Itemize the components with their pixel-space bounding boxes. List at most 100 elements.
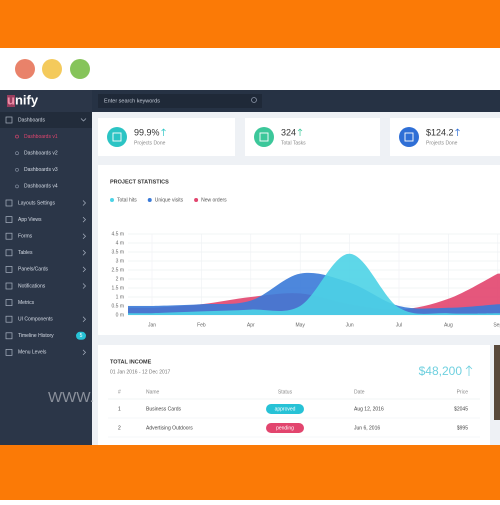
x-tick-label: Sep <box>493 322 500 328</box>
legend-label: Total hits <box>117 197 137 203</box>
search-box[interactable] <box>98 94 262 108</box>
table-header: Date <box>354 389 365 395</box>
menu-item[interactable]: Dashboards v3 <box>24 167 58 173</box>
table-header: Status <box>278 389 293 395</box>
chevron <box>82 283 86 289</box>
menu-item[interactable]: Panels/Cards <box>18 267 49 273</box>
window-dot[interactable] <box>15 59 35 79</box>
status-text: pending <box>276 425 294 431</box>
menu-icon <box>5 116 13 124</box>
table-cell: 2 <box>118 425 121 431</box>
menu-item[interactable]: Layouts Settings <box>18 200 55 206</box>
y-tick-label: 4 m <box>116 240 124 246</box>
table-header: # <box>118 389 121 395</box>
menu-icon <box>5 216 13 223</box>
menu-item[interactable]: Tables <box>18 250 33 256</box>
menu-item[interactable]: Dashboards v1 <box>24 134 58 140</box>
up-arrow <box>455 128 460 136</box>
legend-label: Unique visits <box>155 197 184 203</box>
x-tick-label: Jun <box>346 322 354 328</box>
stat-label: Total Tasks <box>281 140 306 146</box>
income-date-range: 01 Jan 2016 - 12 Dec 2017 <box>110 369 171 375</box>
chevron <box>82 349 86 356</box>
y-tick-label: 1.5 m <box>111 285 124 291</box>
legend-swatch <box>194 198 199 202</box>
y-tick-label: 2 m <box>116 276 124 282</box>
menu-item[interactable]: Notifications <box>18 283 46 289</box>
menu-icon <box>5 332 13 340</box>
window-dot[interactable] <box>70 59 90 79</box>
search-placeholder: Enter search keywords <box>104 98 160 104</box>
stat-icon-glyph <box>112 132 122 142</box>
legend-swatch <box>147 198 152 202</box>
chevron <box>82 233 86 239</box>
table-cell: $2045 <box>454 406 468 412</box>
menu-item[interactable]: Timeline History <box>18 333 54 339</box>
menu-item[interactable]: Metrics <box>18 300 35 306</box>
status-pill <box>266 423 304 433</box>
chevron <box>82 250 86 256</box>
legend-label: New orders <box>201 197 227 203</box>
sidebar <box>0 90 92 445</box>
menu-bullet <box>15 168 19 172</box>
up-arrow <box>161 128 166 136</box>
chevron <box>82 266 86 273</box>
stat-icon-glyph <box>259 132 269 142</box>
badge <box>76 331 86 340</box>
table-header: Name <box>146 389 160 395</box>
menu-item[interactable]: Dashboards v4 <box>24 184 58 190</box>
menu-item[interactable]: Menu Levels <box>18 350 47 356</box>
up-arrow <box>465 365 473 376</box>
up-arrow <box>297 128 303 136</box>
menu-item[interactable]: App Views <box>18 217 42 223</box>
menu-icon <box>5 199 13 207</box>
y-tick-label: 4.5 m <box>111 231 124 237</box>
x-tick-label: Jul <box>396 322 402 328</box>
menu-item[interactable]: UI Components <box>18 317 53 323</box>
area <box>128 253 500 315</box>
menu-icon <box>5 232 13 240</box>
menu-icon <box>5 249 13 257</box>
status-pill <box>266 404 304 414</box>
stat-icon <box>107 127 127 147</box>
income-total: $48,200 <box>419 364 463 378</box>
x-tick-label: Feb <box>197 322 206 328</box>
chevron <box>80 118 87 122</box>
search-icon[interactable] <box>251 97 257 103</box>
y-tick-label: 1 m <box>116 294 124 300</box>
menu-item[interactable]: Dashboards v2 <box>24 151 58 157</box>
menu-bullet <box>15 184 19 189</box>
menu-icon <box>5 315 13 323</box>
y-tick-label: 0.5 m <box>111 303 124 309</box>
menu-icon <box>5 266 13 273</box>
stat-icon <box>254 127 274 147</box>
menu-bullet <box>15 151 19 155</box>
logo-accent <box>7 95 15 107</box>
badge-text: 5 <box>80 333 83 339</box>
table-header: Price <box>457 389 469 395</box>
menu-icon <box>5 282 13 290</box>
table-cell: Advertising Outdoors <box>146 425 193 431</box>
stat-label: Projects Done <box>426 140 458 146</box>
y-tick-label: 3.5 m <box>111 249 124 255</box>
menu-item[interactable]: Dashboards <box>18 117 45 123</box>
table-cell: Jun 6, 2016 <box>354 425 380 431</box>
x-tick-label: Aug <box>444 322 453 328</box>
chevron <box>82 316 86 322</box>
menu-icon <box>5 349 13 356</box>
chevron <box>82 200 86 206</box>
stat-value: 324 <box>281 127 296 137</box>
x-tick-label: Apr <box>247 322 255 328</box>
menu-icon <box>5 299 13 306</box>
window-dot[interactable] <box>42 59 62 79</box>
menu-item[interactable]: Forms <box>18 234 33 240</box>
y-tick-label: 2.5 m <box>111 267 124 273</box>
status-text: approved <box>275 406 296 412</box>
table-cell: Aug 12, 2016 <box>354 406 384 412</box>
stat-label: Projects Done <box>134 140 166 146</box>
chart-title: PROJECT STATISTICS <box>110 179 169 185</box>
y-tick-label: 3 m <box>116 258 124 264</box>
table-cell: $995 <box>457 425 468 431</box>
stat-value: 99.9% <box>134 127 160 137</box>
